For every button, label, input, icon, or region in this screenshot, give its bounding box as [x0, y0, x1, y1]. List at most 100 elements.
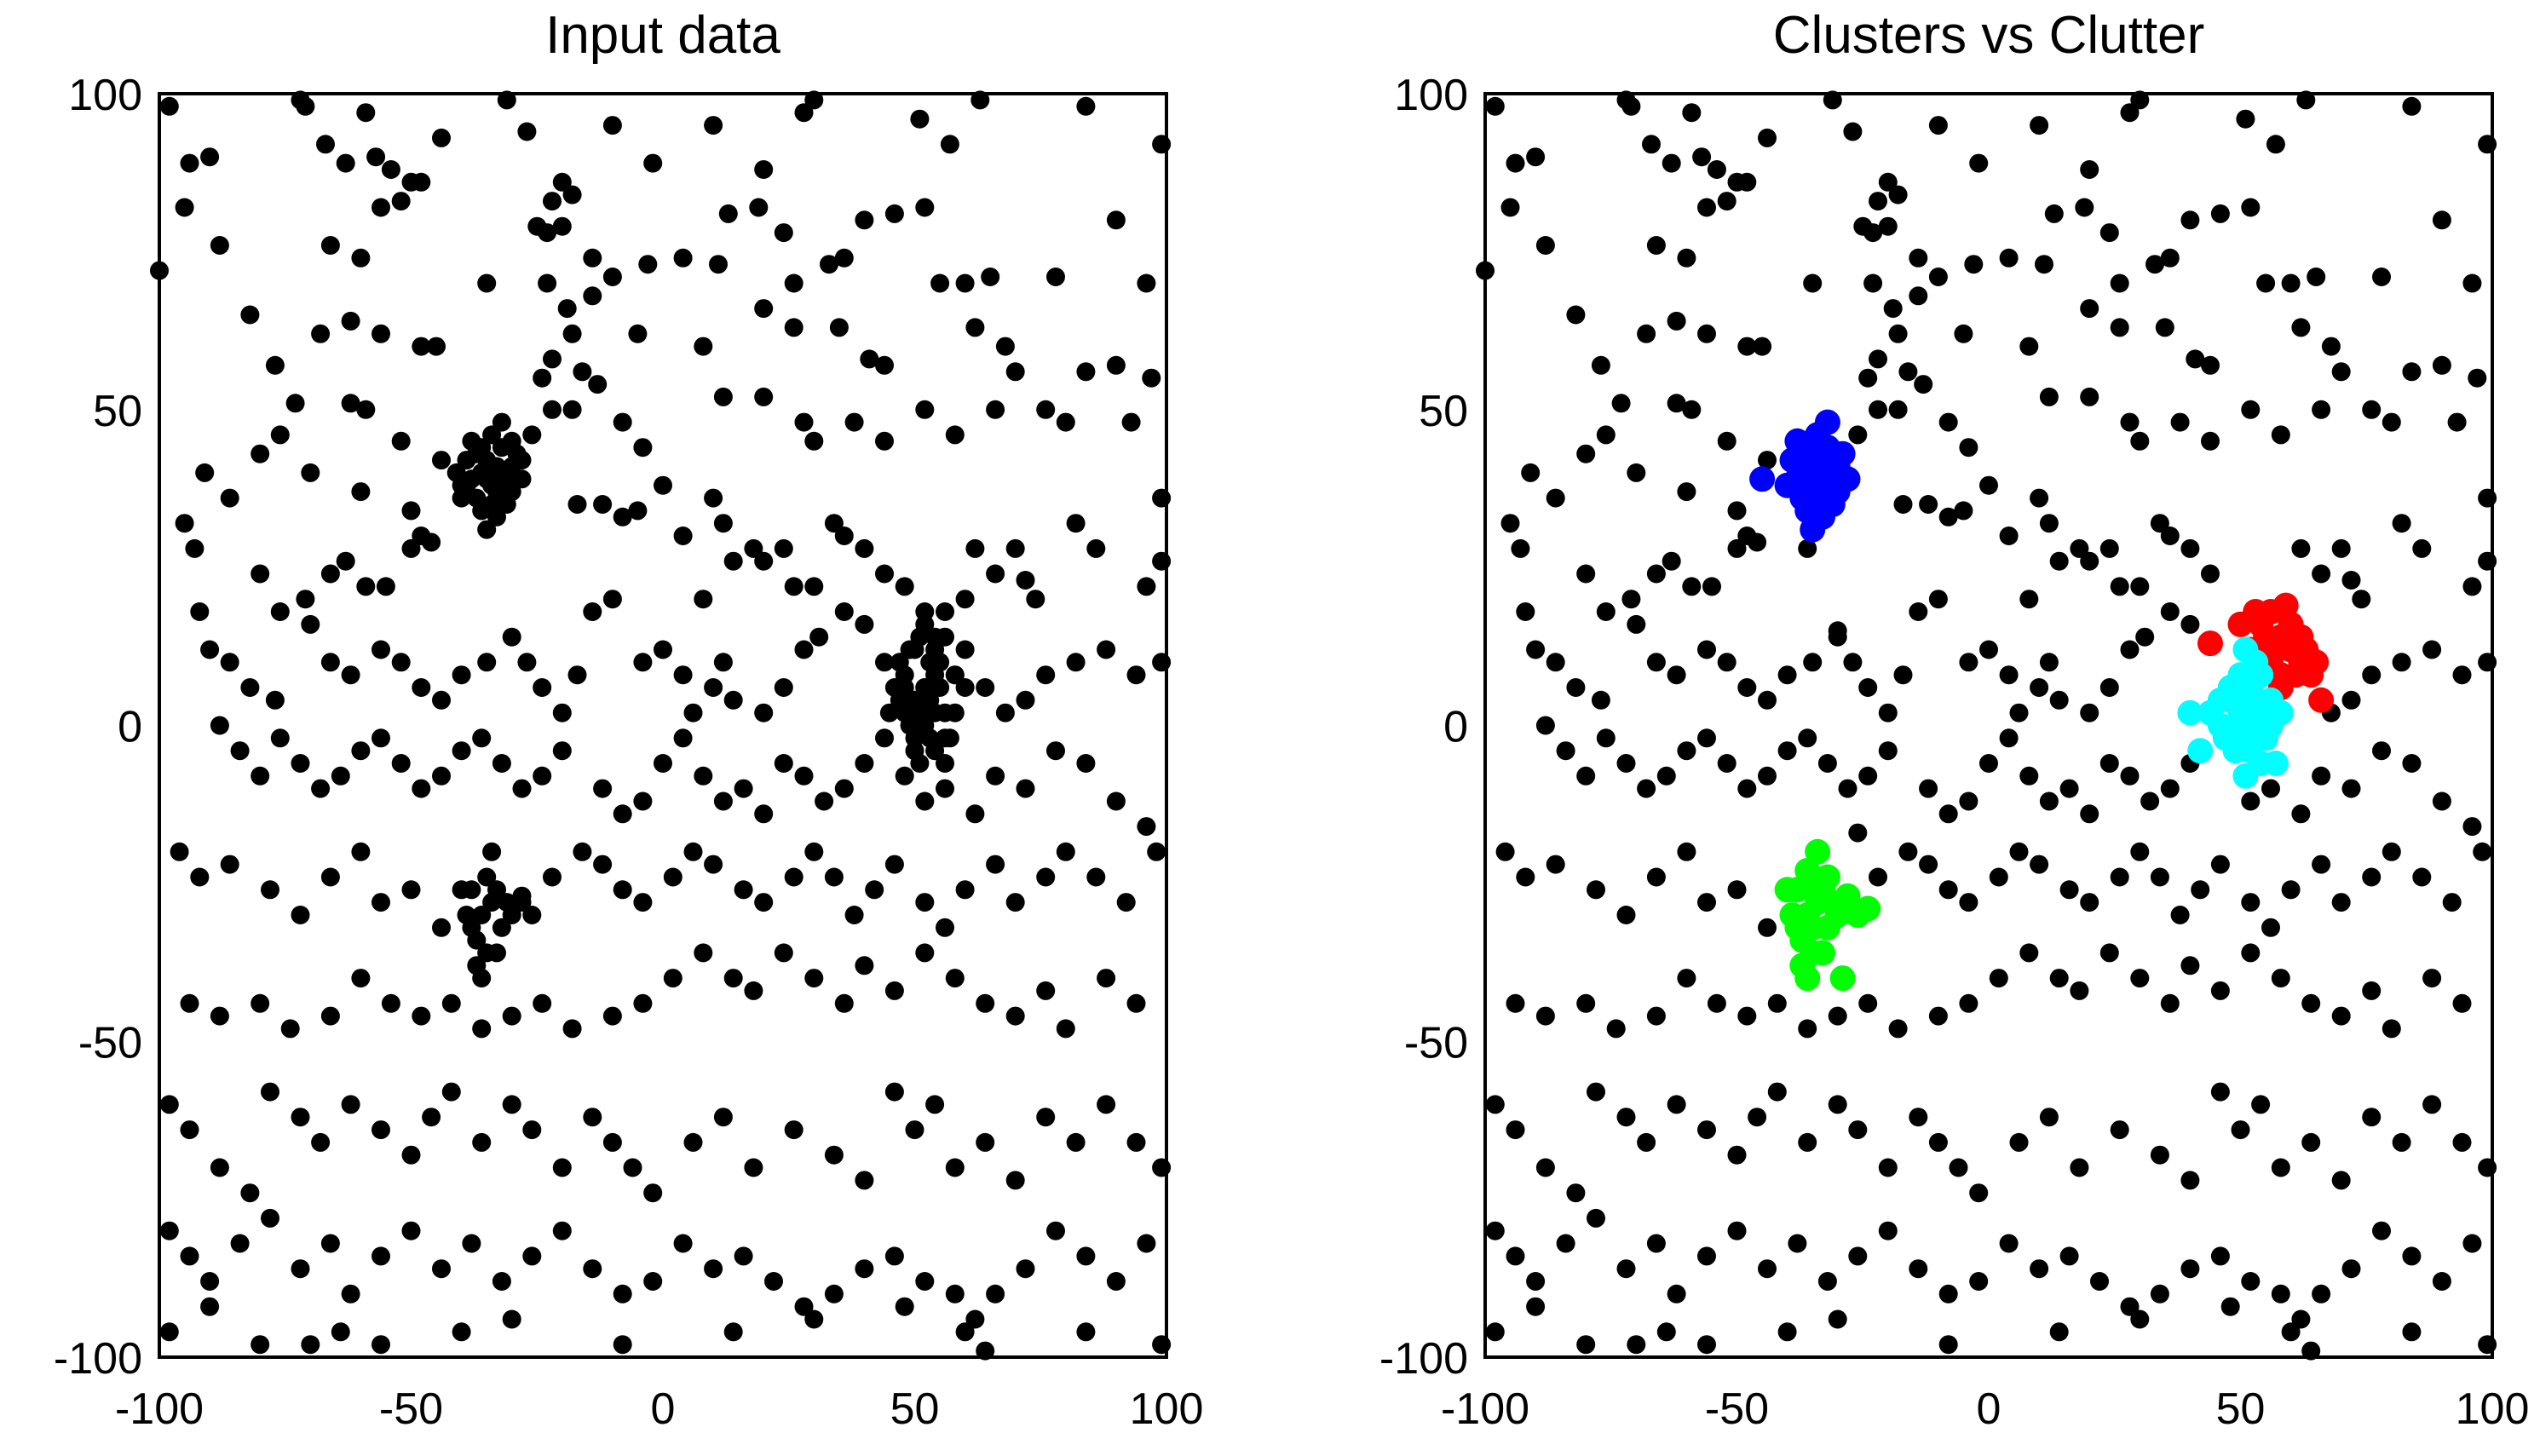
scatter-point [432, 690, 451, 710]
scatter-point [855, 210, 874, 230]
scatter-point [1798, 1132, 1817, 1152]
scatter-point [1646, 653, 1666, 672]
scatter-point [940, 728, 959, 748]
scatter-point [986, 564, 1005, 584]
scatter-point [210, 716, 229, 735]
scatter-point [2210, 981, 2230, 1000]
scatter-point [1697, 1335, 1716, 1355]
scatter-point [270, 728, 290, 748]
scatter-point [2331, 893, 2351, 912]
scatter-point [371, 1120, 390, 1140]
scatter-point [593, 855, 613, 874]
scatter-point [1999, 248, 2019, 268]
scatter-point [477, 469, 497, 489]
scatter-point [240, 305, 260, 325]
scatter-point [2271, 969, 2290, 988]
scatter-point [412, 779, 431, 798]
scatter-point [512, 886, 532, 906]
scatter-point [320, 1234, 340, 1253]
x-tick-label: -50 [379, 1384, 443, 1434]
scatter-point [2080, 804, 2099, 824]
scatter-point [1682, 577, 1702, 596]
scatter-point [945, 703, 965, 722]
scatter-point [1909, 1259, 1928, 1279]
scatter-point [552, 172, 572, 192]
y-tick-label: 100 [68, 71, 142, 120]
scatter-point [2291, 538, 2311, 558]
scatter-point [2251, 1095, 2271, 1114]
scatter-point [482, 425, 502, 445]
scatter-point [1646, 236, 1666, 255]
scatter-point [320, 867, 340, 887]
scatter-point [462, 1234, 481, 1253]
scatter-point [654, 640, 672, 659]
scatter-point [2291, 804, 2311, 824]
scatter-point [965, 318, 985, 337]
scatter-point [1697, 640, 1716, 659]
scatter-point [477, 653, 497, 672]
scatter-point [884, 1082, 904, 1102]
scatter-point [1834, 883, 1861, 909]
scatter-point [2044, 204, 2064, 223]
scatter-point [2432, 210, 2451, 230]
y-tick-label: 0 [1443, 703, 1468, 752]
scatter-point [2160, 602, 2180, 621]
scatter-point [915, 943, 935, 963]
scatter-point [613, 507, 632, 527]
scatter-point [2341, 571, 2361, 590]
scatter-point [1878, 216, 1898, 236]
scatter-point [925, 640, 945, 659]
scatter-point [1526, 640, 1546, 659]
scatter-point [1717, 653, 1737, 672]
scatter-point [1805, 838, 1831, 865]
scatter-point [1116, 893, 1136, 912]
scatter-point [2372, 741, 2391, 761]
scatter-point [784, 273, 803, 293]
scatter-point [1919, 779, 1938, 798]
scatter-point [2271, 1284, 2290, 1303]
scatter-point [251, 766, 270, 786]
scatter-point [774, 678, 793, 697]
scatter-point [673, 728, 693, 748]
scatter-point [180, 153, 199, 173]
scatter-point [809, 627, 829, 647]
scatter-point [2099, 678, 2119, 697]
scatter-point [2232, 763, 2259, 789]
scatter-point [1869, 400, 1887, 419]
scatter-point [723, 969, 743, 988]
scatter-point [1954, 324, 1973, 343]
scatter-point [2049, 1322, 2069, 1342]
scatter-point [2019, 766, 2039, 786]
scatter-point [2341, 1259, 2361, 1279]
scatter-point [522, 1246, 542, 1266]
scatter-point [1697, 1120, 1716, 1140]
scatter-point [875, 653, 894, 672]
scatter-point [2035, 255, 2053, 274]
scatter-point [552, 703, 572, 722]
scatter-point [492, 412, 511, 432]
scatter-point [734, 779, 753, 798]
scatter-point [1591, 355, 1610, 375]
x-ticks: -100 -50 0 50 100 [115, 1384, 1203, 1434]
scatter-point [1798, 1019, 1817, 1039]
scatter-point [2452, 993, 2472, 1013]
scatter-point [1697, 1246, 1716, 1266]
scatter-point [643, 1272, 663, 1291]
scatter-point [2135, 627, 2155, 647]
scatter-point [2160, 248, 2180, 268]
scatter-point [1596, 602, 1616, 621]
scatter-point [1717, 754, 1737, 773]
scatter-point [2187, 738, 2214, 764]
scatter-point [2312, 1284, 2331, 1303]
scatter-point [1788, 1234, 1807, 1253]
scatter-point [2402, 1322, 2422, 1342]
scatter-point [1938, 1284, 1958, 1303]
scatter-point [422, 1108, 441, 1127]
scatter-point [2312, 564, 2331, 584]
scatter-point [2030, 116, 2049, 135]
scatter-point [1883, 299, 1903, 319]
x-tick-label: 100 [2456, 1384, 2530, 1434]
scatter-point [487, 457, 506, 476]
scatter-point [704, 855, 723, 874]
scatter-point [2049, 690, 2069, 710]
